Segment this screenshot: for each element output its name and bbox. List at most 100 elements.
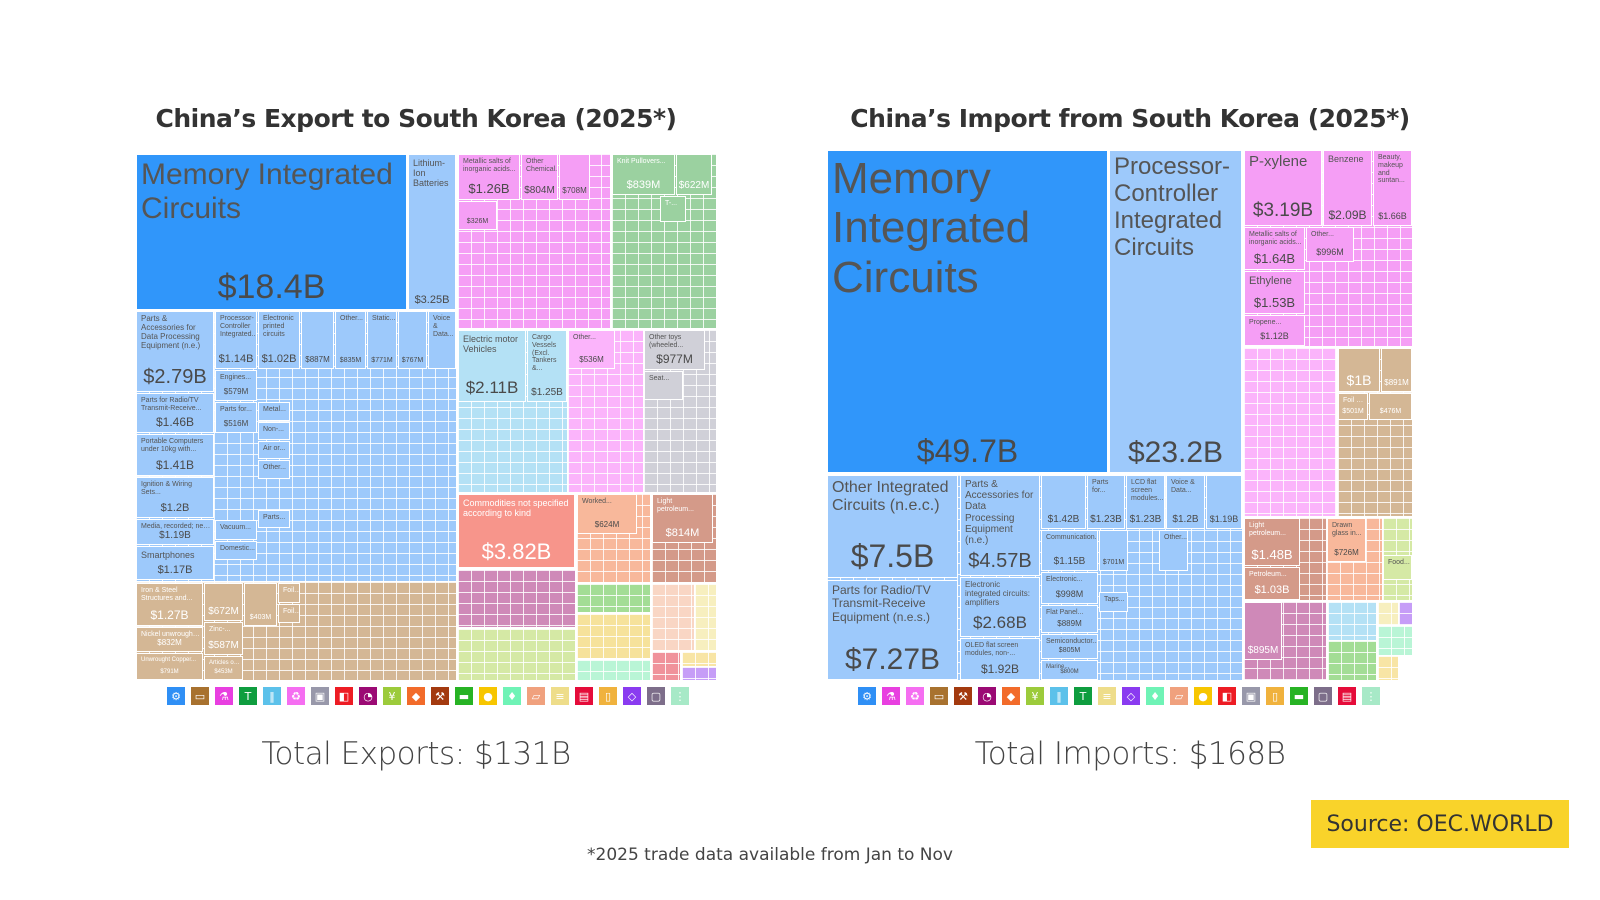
treemap-tile[interactable]: Metallic salts of inorganic acids... $1.2… xyxy=(458,154,520,200)
fiber-icon[interactable]: ⋮ xyxy=(1362,687,1380,705)
fiber-icon[interactable]: ⋮ xyxy=(671,687,689,705)
gear-icon[interactable]: ⚙ xyxy=(858,687,876,705)
treemap-tile[interactable]: Non-... xyxy=(258,422,290,440)
treemap-tile[interactable]: $767M xyxy=(398,311,427,369)
shirt-icon[interactable]: T xyxy=(239,687,257,705)
treemap-tile[interactable]: Petroleum... $1.03B xyxy=(1244,567,1300,600)
stone-icon[interactable]: ▱ xyxy=(1170,687,1188,705)
art-icon[interactable]: ▢ xyxy=(647,687,665,705)
recycle-icon[interactable]: ♻ xyxy=(906,687,924,705)
treemap-tile[interactable]: Taps... xyxy=(1099,592,1128,612)
pickaxe-icon[interactable]: ⚒ xyxy=(954,687,972,705)
treemap-tile[interactable]: Seat... xyxy=(644,371,683,400)
treemap-tile[interactable]: Memory Integrated Circuits $49.7B xyxy=(827,150,1108,473)
treemap-tile[interactable]: Parts & Accessories for Data Processing … xyxy=(136,311,214,392)
treemap-tile[interactable]: Electronic integrated circuits: amplifie… xyxy=(960,577,1040,637)
gauge-icon[interactable]: ◔ xyxy=(359,687,377,705)
treemap-tile[interactable]: Vacuum... xyxy=(215,520,257,540)
treemap-tile[interactable]: Communication... $1.15B xyxy=(1041,530,1098,571)
hide-icon[interactable]: ◆ xyxy=(407,687,425,705)
cube-icon[interactable]: ◧ xyxy=(1218,687,1236,705)
treemap-tile[interactable]: Other... $996M xyxy=(1306,227,1354,262)
animal-icon[interactable]: ▬ xyxy=(455,687,473,705)
stone-icon[interactable]: ▱ xyxy=(527,687,545,705)
treemap-tile[interactable]: Foil... xyxy=(278,583,300,603)
treemap-tile[interactable]: $701M xyxy=(1099,530,1128,571)
treemap-tile[interactable]: $1B xyxy=(1338,348,1380,392)
treemap-tile[interactable]: Parts for Radio/TV Transmit-Receive... $1… xyxy=(136,393,214,433)
shirt-icon[interactable]: T xyxy=(1074,687,1092,705)
treemap-tile[interactable]: Ethylene $1.53B xyxy=(1244,271,1305,314)
treemap-tile[interactable]: Propene... $1.12B xyxy=(1244,315,1305,346)
diamond-icon[interactable]: ◇ xyxy=(1122,687,1140,705)
treemap-tile[interactable]: Other... xyxy=(258,460,290,479)
treemap-tile[interactable]: Static... $771M xyxy=(367,311,397,369)
food-icon[interactable]: ● xyxy=(1194,687,1212,705)
treemap-tile[interactable]: Parts & Accessories for Data Processing … xyxy=(960,475,1040,576)
treemap-tile[interactable]: Knit Pullovers... $839M xyxy=(612,154,675,195)
treemap-tile[interactable]: Light petroleum... $1.48B xyxy=(1244,518,1300,566)
hide-icon[interactable]: ◆ xyxy=(1002,687,1020,705)
treemap-tile[interactable]: Marine... $800M xyxy=(1041,660,1098,680)
treemap-tile[interactable]: Commodities not specified according to k… xyxy=(458,494,575,568)
treemap-tile[interactable]: $326M xyxy=(458,201,497,230)
metal-bar-icon[interactable]: ▭ xyxy=(191,687,209,705)
treemap-tile[interactable]: Other Chemical... $804M xyxy=(521,154,558,200)
road-icon[interactable]: ‖ xyxy=(1050,687,1068,705)
gauge-icon[interactable]: ◔ xyxy=(978,687,996,705)
flask-icon[interactable]: ⚗ xyxy=(215,687,233,705)
treemap-tile[interactable]: Parts... xyxy=(258,510,290,528)
treemap-tile[interactable]: Nickel unwrought... $832M xyxy=(136,627,203,652)
box-icon[interactable]: ▣ xyxy=(311,687,329,705)
weapon-icon[interactable]: ▤ xyxy=(1338,687,1356,705)
treemap-tile[interactable]: Foil of... $501M xyxy=(1338,393,1368,420)
treemap-tile[interactable]: T-... xyxy=(660,196,686,222)
treemap-tile[interactable]: Air or... xyxy=(258,441,290,459)
treemap-tile[interactable]: Semiconductor... $805M xyxy=(1041,634,1098,659)
treemap-tile[interactable]: LCD flat screen modules... $1.23B xyxy=(1126,475,1165,529)
treemap-tile[interactable]: Other... $536M xyxy=(568,330,615,369)
treemap-tile[interactable]: Parts for Radio/TV Transmit-Receive Equi… xyxy=(827,580,958,680)
treemap-tile[interactable]: $891M xyxy=(1381,348,1412,392)
treemap-tile[interactable]: Memory Integrated Circuits $18.4B xyxy=(136,154,407,310)
treemap-tile[interactable]: Processor-Controller Integrated Circuits… xyxy=(1109,150,1242,473)
cube-icon[interactable]: ◧ xyxy=(335,687,353,705)
treemap-tile[interactable]: $708M xyxy=(559,154,590,200)
animal-icon[interactable]: ▬ xyxy=(1290,687,1308,705)
box-icon[interactable]: ▣ xyxy=(1242,687,1260,705)
treemap-tile[interactable]: Foil... xyxy=(278,604,300,623)
treemap-tile[interactable]: Metal... xyxy=(258,402,290,421)
treemap-tile[interactable]: $887M xyxy=(301,311,334,369)
treemap-tile[interactable]: Engines... $579M xyxy=(215,370,257,401)
treemap-tile[interactable]: Other... $835M xyxy=(335,311,366,369)
treemap-tile[interactable]: Ignition & Wiring Sets... $1.2B xyxy=(136,477,214,518)
treemap-tile[interactable]: Lithium-Ion Batteries $3.25B xyxy=(408,154,456,310)
weapon-icon[interactable]: ▤ xyxy=(575,687,593,705)
treemap-tile[interactable]: Drawn glass in... $726M xyxy=(1327,518,1366,562)
treemap-tile[interactable]: Beauty, makeup and suntan... $1.66B xyxy=(1373,150,1412,226)
treemap-tile[interactable]: Cargo Vessels (Excl. Tankers &... $1.25B xyxy=(527,330,567,402)
treemap-tile[interactable]: Portable Computers under 10kg with... $1.… xyxy=(136,434,214,476)
treemap-tile[interactable]: $895M xyxy=(1244,602,1282,660)
treemap-tile[interactable]: $476M xyxy=(1369,393,1412,420)
treemap-tile[interactable]: Domestic... xyxy=(215,541,257,560)
treemap-tile[interactable]: $1.42B xyxy=(1041,475,1086,529)
treemap-tile[interactable]: Other toys (wheeled... $977M xyxy=(644,330,705,370)
treemap-tile[interactable]: Light petroleum... $814M xyxy=(652,494,713,543)
metal-bar-icon[interactable]: ▭ xyxy=(930,687,948,705)
treemap-tile[interactable]: Electronic... $998M xyxy=(1041,572,1098,604)
wood-icon[interactable]: ▯ xyxy=(599,687,617,705)
footwear-icon[interactable]: ♦ xyxy=(503,687,521,705)
wheat-icon[interactable]: ¥ xyxy=(383,687,401,705)
pickaxe-icon[interactable]: ⚒ xyxy=(431,687,449,705)
treemap-tile[interactable]: Processor-Controller Integrated... $1.14B xyxy=(215,311,257,369)
treemap-tile[interactable]: OLED flat screen modules, non-... $1.92B xyxy=(960,638,1040,680)
treemap-tile[interactable]: Electronic printed circuits $1.02B xyxy=(258,311,300,369)
paper-icon[interactable]: ≡ xyxy=(551,687,569,705)
wood-icon[interactable]: ▯ xyxy=(1266,687,1284,705)
treemap-tile[interactable]: Food... xyxy=(1383,555,1412,580)
treemap-tile[interactable]: Electric motor Vehicles $2.11B xyxy=(458,330,526,402)
treemap-tile[interactable]: $672M xyxy=(204,583,243,621)
treemap-tile[interactable]: P-xylene $3.19B xyxy=(1244,150,1322,226)
paper-icon[interactable]: ≡ xyxy=(1098,687,1116,705)
